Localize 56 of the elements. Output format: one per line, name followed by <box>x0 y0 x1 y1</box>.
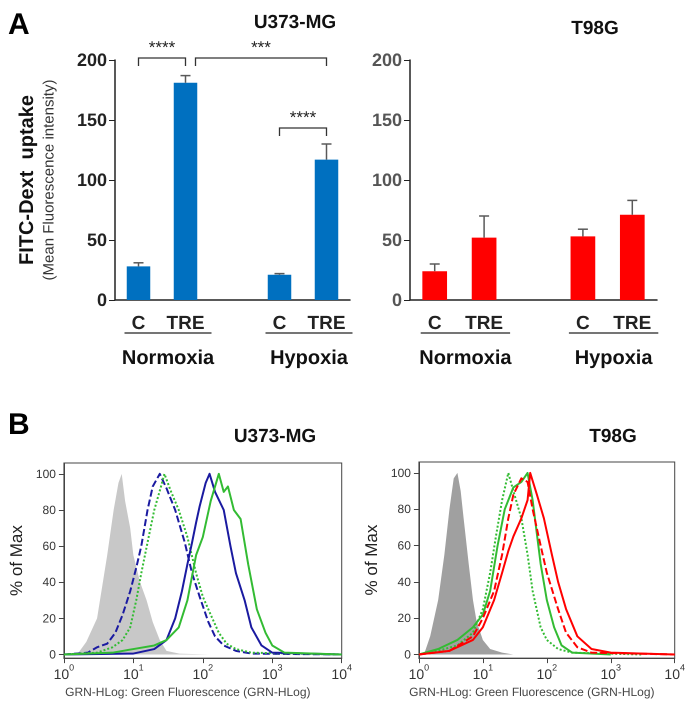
bar <box>620 214 645 300</box>
chart-title: U373-MG <box>234 426 316 447</box>
bar <box>422 271 448 300</box>
chart-title: T98G <box>589 426 637 447</box>
chart-title: T98G <box>571 18 619 39</box>
y-tick-label: 40 <box>398 574 412 589</box>
y-tick-label: 80 <box>42 502 56 517</box>
y-tick-label: 20 <box>42 611 56 626</box>
text: Hypoxia <box>270 347 349 369</box>
y-axis-title: % of Max <box>7 524 26 596</box>
y-tick-label: 0 <box>404 647 412 662</box>
y-tick-label: 150 <box>76 110 107 130</box>
bar <box>126 266 150 300</box>
y-tick-label: 40 <box>42 575 56 590</box>
x-tick-label: TRE <box>465 313 504 334</box>
y-tick-label: 0 <box>49 647 56 662</box>
text: B <box>8 408 30 441</box>
text: A <box>8 8 30 41</box>
text: Hypoxia <box>574 347 654 369</box>
y-tick-label: 60 <box>398 538 412 553</box>
bar <box>314 160 338 300</box>
y-axis-title: FITC-Dext uptake (Mean Fluorescence intensity) <box>16 80 58 280</box>
y-tick-label: 100 <box>76 170 107 190</box>
x-tick-label: C <box>272 313 287 334</box>
x-tick-label: C <box>132 313 146 334</box>
y-tick-label: 200 <box>372 50 402 70</box>
bar <box>570 236 596 300</box>
y-tick-label: 20 <box>398 611 412 626</box>
y-tick-label: 100 <box>372 170 402 190</box>
x-tick-label: TRE <box>613 313 652 334</box>
text: **** <box>148 38 176 57</box>
x-tick-label: C <box>428 313 442 334</box>
bar <box>472 238 496 300</box>
y-tick-label: 60 <box>42 539 56 554</box>
bar <box>174 82 198 300</box>
x-tick-label: TRE <box>308 313 346 334</box>
y-tick-label: 200 <box>76 50 107 70</box>
x-axis-title: GRN-HLog: Green Fluorescence (GRN-HLog) <box>65 685 311 699</box>
text: Normoxia <box>122 347 215 369</box>
bar <box>268 274 292 300</box>
y-tick-label: 100 <box>390 466 412 480</box>
text: Normoxia <box>419 347 512 369</box>
y-tick-label: 80 <box>398 502 412 516</box>
x-tick-label: C <box>576 313 590 334</box>
x-tick-label: TRE <box>166 313 204 334</box>
y-tick-label: 100 <box>36 466 56 481</box>
y-tick-label: 0 <box>392 290 402 310</box>
text: *** <box>251 38 272 57</box>
y-tick-label: 50 <box>382 230 402 250</box>
x-axis-title: GRN-HLog: Green Fluorescence (GRN-HLog) <box>409 685 655 699</box>
chart-title: U373-MG <box>254 12 336 33</box>
y-tick-label: 150 <box>372 110 402 130</box>
y-tick-label: 0 <box>96 290 107 310</box>
y-tick-label: 50 <box>86 230 107 250</box>
annotation: **** <box>290 108 317 127</box>
y-axis-title: % of Max <box>362 524 381 596</box>
